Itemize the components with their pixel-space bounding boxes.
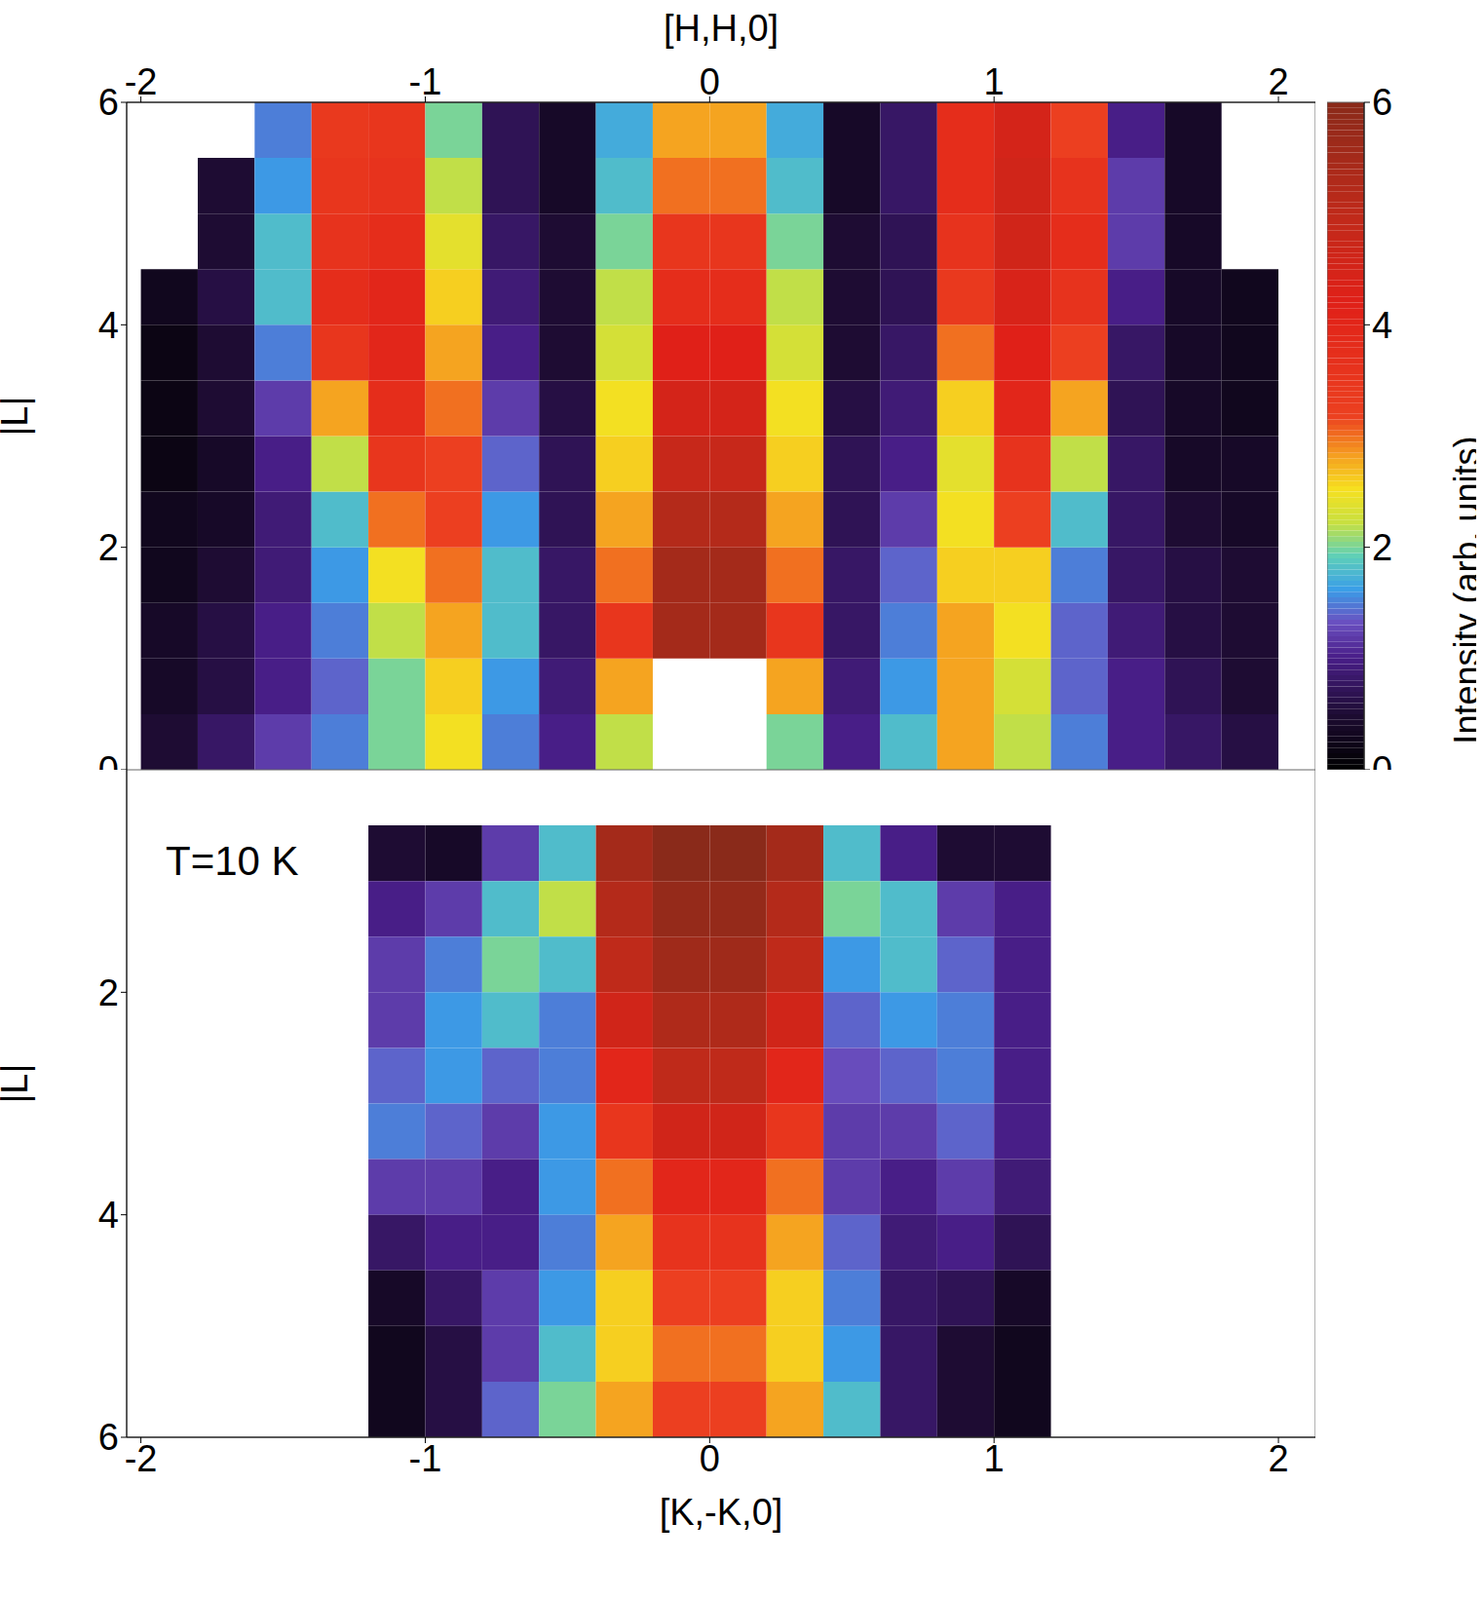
svg-text:0: 0 <box>98 749 119 770</box>
svg-text:0: 0 <box>1371 749 1393 770</box>
svg-text:4: 4 <box>98 1194 119 1236</box>
svg-text:1: 1 <box>984 61 1005 103</box>
svg-text:[K,-K,0]: [K,-K,0] <box>659 1491 784 1533</box>
svg-text:2: 2 <box>98 972 119 1014</box>
svg-text:0: 0 <box>699 1438 721 1480</box>
svg-text:1: 1 <box>984 1438 1005 1480</box>
svg-text:6: 6 <box>98 1416 119 1458</box>
svg-text:|L|: |L| <box>0 396 36 437</box>
svg-text:2: 2 <box>1371 527 1393 569</box>
svg-text:6: 6 <box>1371 81 1393 123</box>
svg-text:-2: -2 <box>124 61 158 103</box>
svg-text:4: 4 <box>1371 304 1393 346</box>
html-text:T=10 K: T=10 K <box>165 837 299 884</box>
svg-text:|L|: |L| <box>0 1064 36 1104</box>
svg-text:4: 4 <box>98 304 119 346</box>
svg-text:2: 2 <box>1267 1438 1289 1480</box>
svg-text:2: 2 <box>1267 61 1289 103</box>
svg-text:Intensity (arb. units): Intensity (arb. units) <box>1446 436 1477 745</box>
svg-text:2: 2 <box>98 527 119 569</box>
svg-text:[H,H,0]: [H,H,0] <box>663 7 779 49</box>
svg-text:6: 6 <box>98 81 119 123</box>
svg-text:-1: -1 <box>409 1438 443 1480</box>
svg-text:-2: -2 <box>124 1438 158 1480</box>
svg-text:0: 0 <box>699 61 721 103</box>
svg-text:-1: -1 <box>409 61 443 103</box>
